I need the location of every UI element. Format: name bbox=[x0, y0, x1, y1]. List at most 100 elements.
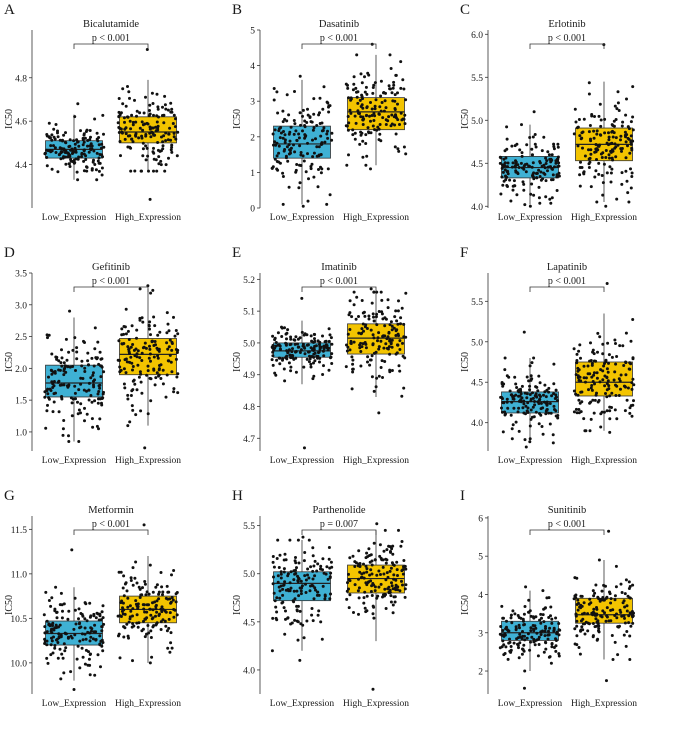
data-point bbox=[43, 631, 47, 635]
data-point bbox=[373, 107, 377, 111]
data-point bbox=[613, 598, 617, 602]
data-point bbox=[631, 115, 635, 119]
data-point bbox=[609, 180, 613, 184]
data-point bbox=[392, 573, 396, 577]
data-point bbox=[604, 392, 607, 395]
data-point bbox=[601, 596, 605, 599]
data-point bbox=[308, 354, 311, 358]
data-point bbox=[289, 622, 293, 626]
data-point bbox=[131, 140, 135, 144]
data-point bbox=[393, 315, 397, 319]
data-point bbox=[312, 151, 316, 155]
data-point bbox=[346, 332, 350, 336]
data-point bbox=[126, 596, 130, 600]
data-point-extreme bbox=[301, 204, 305, 208]
data-point bbox=[67, 609, 71, 613]
data-point bbox=[287, 143, 291, 147]
data-point bbox=[164, 624, 168, 628]
data-point bbox=[73, 633, 77, 637]
data-point bbox=[76, 412, 80, 416]
data-point bbox=[359, 364, 363, 368]
data-point bbox=[379, 139, 383, 143]
data-point bbox=[65, 358, 69, 362]
series-low-expression bbox=[270, 296, 334, 450]
data-point bbox=[128, 420, 132, 424]
data-point bbox=[321, 349, 325, 353]
data-point bbox=[630, 381, 634, 385]
data-point bbox=[347, 96, 350, 100]
data-point bbox=[627, 614, 631, 618]
data-point bbox=[162, 134, 166, 138]
data-point bbox=[630, 171, 634, 175]
data-point bbox=[554, 393, 558, 397]
data-point bbox=[629, 142, 633, 146]
data-point-extreme bbox=[148, 197, 152, 201]
y-tick-label: 5.0 bbox=[471, 338, 483, 348]
data-point bbox=[172, 113, 176, 117]
data-point bbox=[503, 410, 507, 414]
data-point bbox=[518, 632, 522, 636]
data-point bbox=[613, 104, 617, 108]
data-point bbox=[541, 613, 545, 617]
data-point bbox=[157, 373, 161, 377]
data-point bbox=[375, 573, 379, 577]
data-point bbox=[393, 586, 397, 590]
data-point bbox=[59, 677, 63, 681]
panel-e: EImatinib4.74.84.95.05.15.2IC50Low_Expre… bbox=[232, 245, 409, 466]
data-point bbox=[310, 613, 314, 617]
data-point bbox=[93, 163, 97, 166]
data-point bbox=[52, 400, 56, 404]
data-point bbox=[532, 193, 536, 197]
data-point bbox=[620, 149, 623, 153]
data-point bbox=[176, 372, 180, 376]
data-point bbox=[403, 356, 407, 360]
data-point bbox=[157, 597, 161, 601]
data-point bbox=[296, 342, 299, 346]
data-points bbox=[116, 48, 180, 201]
y-axis-label: IC50 bbox=[460, 352, 471, 372]
data-point bbox=[327, 339, 331, 343]
data-point bbox=[53, 146, 57, 150]
data-point bbox=[529, 640, 532, 644]
data-point bbox=[591, 634, 595, 638]
data-point bbox=[62, 602, 66, 606]
data-point bbox=[550, 642, 554, 645]
data-point bbox=[99, 618, 103, 622]
data-point bbox=[605, 171, 609, 175]
data-point bbox=[319, 171, 323, 175]
data-point bbox=[592, 136, 596, 140]
data-point bbox=[159, 163, 163, 167]
data-point bbox=[122, 574, 126, 578]
data-point bbox=[575, 352, 579, 356]
data-point bbox=[327, 368, 331, 372]
data-point bbox=[368, 554, 371, 557]
data-point bbox=[577, 646, 581, 649]
data-point bbox=[305, 121, 309, 124]
data-point bbox=[294, 170, 298, 174]
data-point bbox=[379, 290, 383, 294]
data-point bbox=[75, 170, 79, 174]
data-points bbox=[270, 296, 334, 450]
data-point bbox=[276, 331, 280, 335]
data-point bbox=[311, 577, 315, 581]
data-point bbox=[75, 357, 79, 361]
data-point bbox=[276, 538, 280, 542]
data-point bbox=[64, 131, 67, 135]
data-point bbox=[325, 202, 329, 206]
data-point bbox=[380, 312, 384, 316]
data-point bbox=[313, 337, 316, 341]
y-tick-label: 5.5 bbox=[243, 522, 255, 532]
data-point bbox=[100, 166, 104, 170]
data-point bbox=[123, 120, 126, 124]
data-point-extreme bbox=[146, 284, 150, 288]
data-point bbox=[169, 601, 173, 605]
data-point bbox=[60, 616, 64, 620]
data-point bbox=[285, 354, 289, 358]
data-point bbox=[98, 397, 102, 401]
data-point bbox=[139, 593, 143, 597]
data-point bbox=[155, 114, 159, 118]
data-point bbox=[593, 613, 597, 617]
data-point bbox=[159, 607, 163, 611]
data-point bbox=[597, 627, 601, 630]
data-point bbox=[588, 372, 592, 376]
